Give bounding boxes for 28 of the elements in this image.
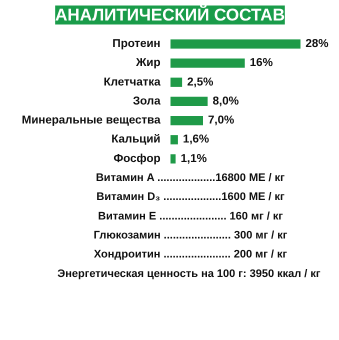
bar <box>170 116 203 126</box>
bar <box>170 154 176 164</box>
y-tick-label: Кальций <box>111 134 160 146</box>
data-label: 16% <box>250 57 273 70</box>
data-label: 2,5% <box>187 76 214 88</box>
y-tick-label: Фосфор <box>113 152 160 165</box>
chart-title: АНАЛИТИЧЕСКИЙ СОСТАВ <box>55 4 285 24</box>
text: Энергетическая ценность на 100 г: 3950 ккал / кг <box>57 268 321 280</box>
text: Витамин E ...................... 160 мг / кг <box>98 210 284 222</box>
text: Витамин D₃ ...................1600 МЕ / кг <box>96 191 286 204</box>
bar <box>170 96 208 106</box>
data-label: 1,6% <box>182 134 210 146</box>
text: Хондроитин ...................... 200 мг / кг <box>94 248 288 261</box>
y-tick-label: Протеин <box>112 38 161 50</box>
text: Глюкозамин ...................... 300 мг / кг <box>94 229 288 242</box>
bar <box>170 78 182 87</box>
y-tick-label: Жир <box>135 57 161 70</box>
data-label: 1,1% <box>180 152 207 165</box>
data-label: 7,0% <box>208 114 234 127</box>
bar <box>170 39 300 49</box>
text: Витамин A ...................16800 МЕ / кг <box>96 172 286 184</box>
y-tick-label: Клетчатка <box>104 76 162 88</box>
data-label: 28% <box>306 38 329 50</box>
y-tick-label: Зола <box>132 95 162 108</box>
bar <box>170 58 245 68</box>
bar <box>170 135 178 144</box>
data-label: 8,0% <box>212 95 239 108</box>
y-tick-label: Минеральные вещества <box>22 114 162 127</box>
